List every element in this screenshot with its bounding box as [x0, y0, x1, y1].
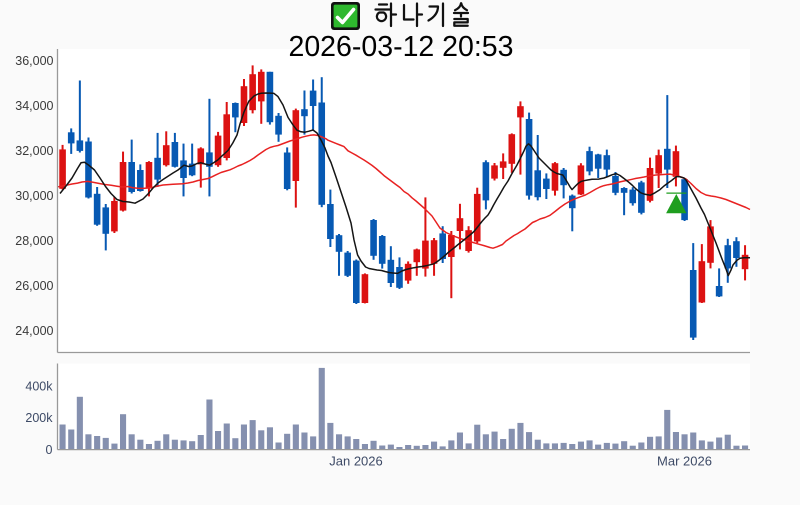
svg-text:26,000: 26,000: [15, 279, 53, 293]
svg-text:24,000: 24,000: [15, 324, 53, 338]
svg-text:400k: 400k: [25, 379, 53, 393]
svg-text:34,000: 34,000: [15, 99, 53, 113]
svg-text:36,000: 36,000: [15, 54, 53, 68]
svg-text:Jan 2026: Jan 2026: [329, 454, 383, 469]
svg-text:30,000: 30,000: [15, 189, 53, 203]
svg-text:32,000: 32,000: [15, 144, 53, 158]
svg-text:2026-03-12 20:53: 2026-03-12 20:53: [288, 31, 513, 63]
svg-text:0: 0: [46, 443, 53, 457]
svg-text:Mar 2026: Mar 2026: [657, 454, 712, 469]
svg-text:200k: 200k: [25, 411, 53, 425]
svg-text:28,000: 28,000: [15, 234, 53, 248]
